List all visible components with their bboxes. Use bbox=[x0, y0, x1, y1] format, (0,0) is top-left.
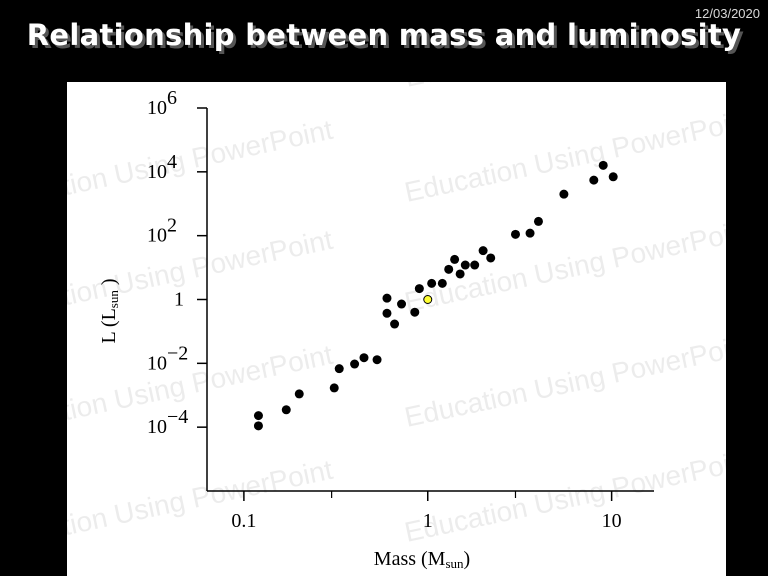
star-point bbox=[559, 189, 569, 199]
star-point bbox=[382, 293, 392, 303]
star-point bbox=[359, 353, 369, 363]
star-point bbox=[455, 269, 465, 279]
watermark-text: Education Using PowerPoint bbox=[67, 114, 336, 218]
star-point bbox=[294, 389, 304, 399]
watermark-text: Education Using PowerPoint bbox=[402, 329, 726, 433]
star-point bbox=[608, 172, 618, 182]
star-point bbox=[525, 228, 535, 238]
watermark-text: Education Using PowerPoint bbox=[67, 82, 336, 98]
x-ticks: 0.1 1 10 bbox=[231, 491, 622, 532]
star-point bbox=[410, 307, 420, 317]
star-point bbox=[397, 299, 407, 309]
star-point bbox=[334, 364, 344, 374]
date-stamp: 12/03/2020 bbox=[694, 6, 760, 21]
star-point bbox=[281, 405, 291, 415]
data-points bbox=[253, 160, 618, 431]
y-tick-label: 10−4 bbox=[147, 406, 188, 438]
star-point bbox=[382, 308, 392, 318]
chart-panel: Education Using PowerPoint Education Usin… bbox=[67, 82, 726, 576]
star-point bbox=[444, 264, 454, 274]
star-point bbox=[598, 160, 608, 170]
sun-point bbox=[423, 295, 433, 304]
slide-title: Relationship between mass and luminosity bbox=[26, 18, 742, 52]
star-point bbox=[450, 254, 460, 264]
x-axis-label: Mass (Msun) bbox=[374, 548, 470, 571]
star-point bbox=[390, 319, 400, 329]
star-point bbox=[589, 175, 599, 185]
x-tick-label: 1 bbox=[423, 510, 433, 532]
star-point bbox=[414, 284, 424, 294]
star-point bbox=[510, 229, 520, 239]
y-tick-label: 1 bbox=[174, 289, 184, 311]
watermark-layer: Education Using PowerPoint Education Usin… bbox=[67, 82, 726, 558]
y-tick-label: 106 bbox=[147, 87, 177, 119]
star-point bbox=[329, 383, 339, 393]
star-point bbox=[350, 359, 360, 369]
y-tick-label: 102 bbox=[147, 215, 177, 247]
x-tick-label: 0.1 bbox=[231, 510, 256, 532]
watermark-text: Education Using PowerPoint bbox=[402, 444, 726, 548]
star-point bbox=[470, 260, 480, 270]
y-tick-label: 10−2 bbox=[147, 342, 188, 374]
y-axis-label: L (Lsun ) bbox=[98, 278, 121, 343]
watermark-text: Education Using PowerPoint bbox=[67, 454, 336, 558]
y-tick-label: 104 bbox=[147, 151, 177, 183]
y-ticks: 10−4 10−2 1 102 104 106 bbox=[147, 87, 207, 438]
mass-luminosity-chart: Education Using PowerPoint Education Usin… bbox=[67, 82, 726, 571]
star-point bbox=[486, 253, 496, 263]
star-point bbox=[253, 411, 263, 421]
star-point bbox=[533, 216, 543, 226]
star-point bbox=[437, 278, 447, 288]
watermark-text: Education Using PowerPoint bbox=[402, 82, 726, 93]
star-point bbox=[478, 246, 488, 256]
star-point bbox=[460, 260, 470, 270]
star-point bbox=[253, 421, 263, 431]
x-tick-label: 10 bbox=[602, 510, 622, 532]
star-point bbox=[427, 278, 437, 288]
star-point bbox=[372, 355, 382, 365]
